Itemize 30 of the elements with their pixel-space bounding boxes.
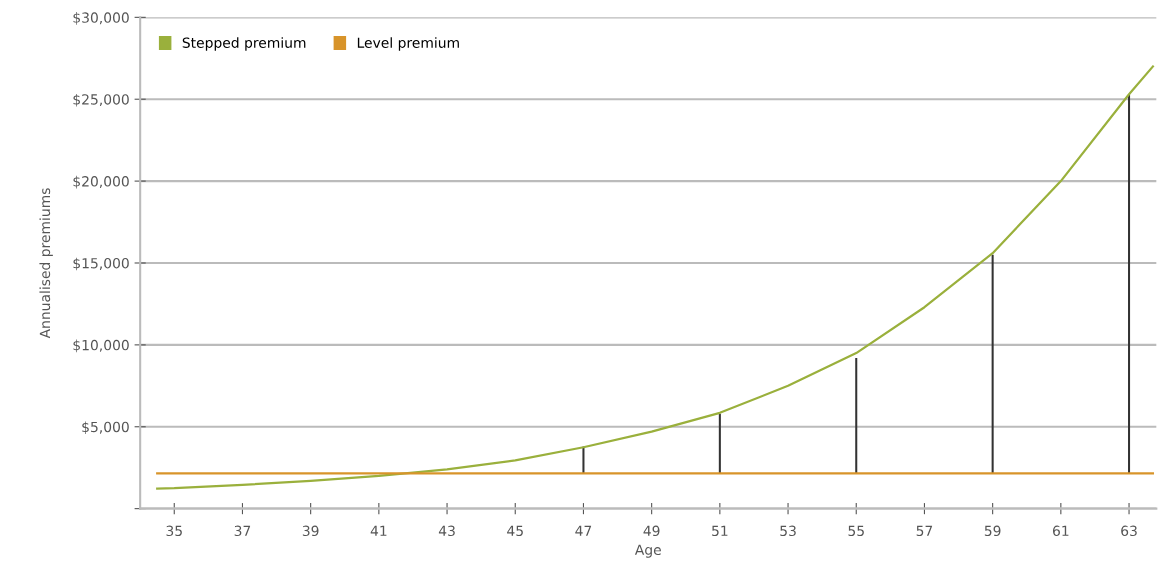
y-tick-label: $5,000	[82, 421, 129, 435]
x-tick-label: 35	[166, 525, 182, 537]
x-tick-label: 37	[234, 525, 251, 537]
x-tick-label: 53	[780, 525, 796, 537]
bar	[991, 254, 994, 474]
x-tick-label: 43	[438, 525, 455, 537]
x-tick-label: 57	[916, 525, 933, 537]
x-tick-label: 47	[575, 525, 592, 536]
y-tick-label: $30,000	[73, 12, 129, 25]
x-tick-label: 49	[643, 525, 660, 537]
bar	[718, 413, 721, 474]
y-axis-title: Annualised premiums	[39, 188, 53, 339]
y-tick-label: $10,000	[73, 339, 129, 353]
bar	[1128, 94, 1131, 474]
x-tick-label: 39	[302, 525, 319, 537]
y-tick-label: $15,000	[73, 257, 129, 271]
bar	[855, 357, 858, 474]
y-tick-label: $25,000	[73, 93, 129, 107]
legend-label: Stepped premium	[182, 37, 306, 51]
x-tick-label: 61	[1052, 525, 1069, 537]
x-axis-title: Age	[634, 544, 661, 558]
x-tick-label: 55	[848, 525, 864, 537]
y-tick-label: $20,000	[73, 175, 129, 189]
x-tick-label: 45	[507, 525, 523, 537]
legend-label: Level premium	[357, 37, 459, 51]
line-series	[156, 65, 1155, 490]
x-tick-label: 63	[1121, 525, 1137, 537]
x-tick-label: 41	[370, 525, 387, 536]
x-tick-label: 51	[712, 525, 728, 537]
x-tick-label: 59	[984, 525, 1001, 537]
